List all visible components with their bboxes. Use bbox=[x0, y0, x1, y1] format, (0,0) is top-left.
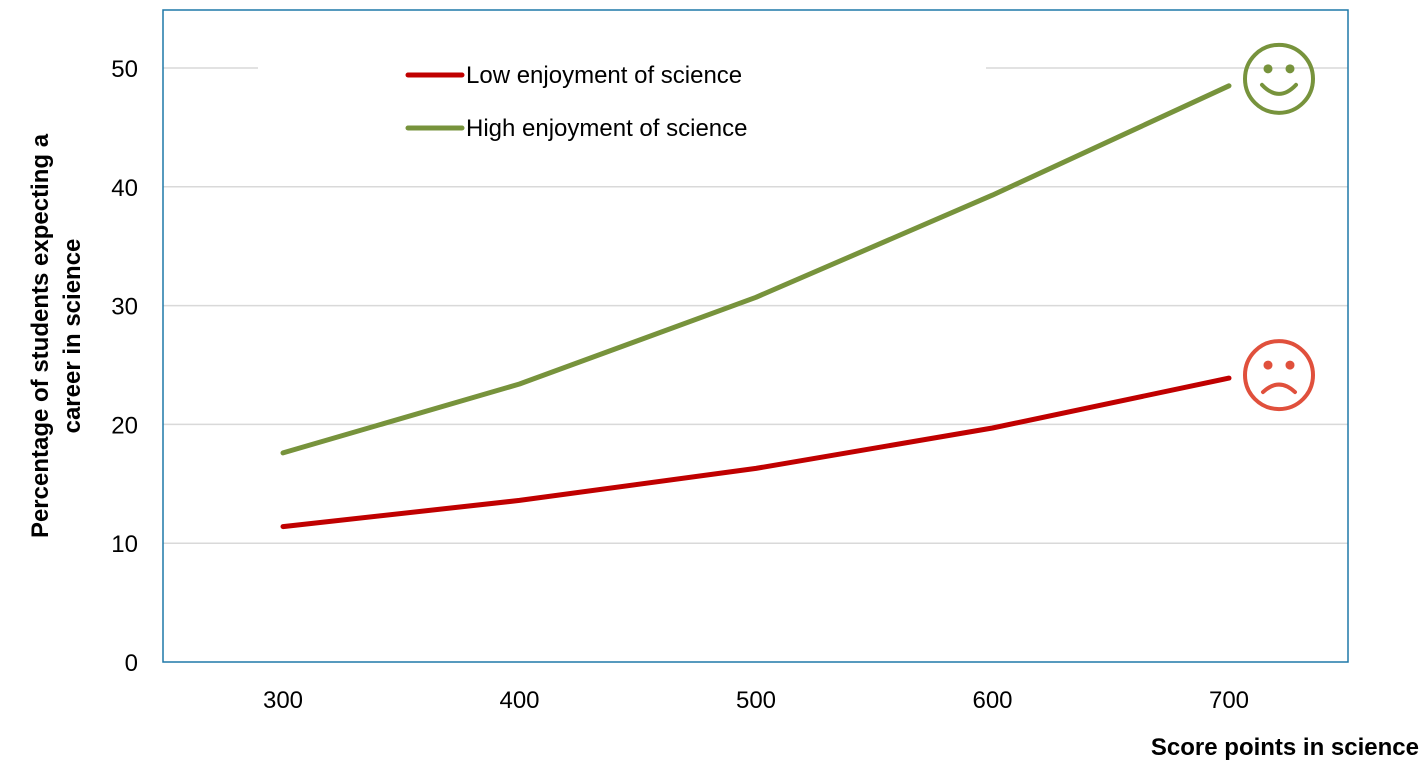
plot-area-frame bbox=[162, 9, 1349, 663]
series-line-high bbox=[280, 83, 1232, 456]
legend: Low enjoyment of science High enjoyment … bbox=[405, 62, 747, 142]
series-lines bbox=[280, 83, 1232, 530]
y-tick-label: 10 bbox=[111, 531, 138, 558]
frown-face-icon bbox=[1243, 339, 1315, 412]
x-axis-title: Score points in science bbox=[1151, 734, 1419, 761]
y-axis-title: Percentage of students expecting a bbox=[27, 133, 54, 538]
x-tick-label: 600 bbox=[972, 687, 1012, 714]
legend-background bbox=[258, 45, 986, 155]
legend-item-low: Low enjoyment of science bbox=[405, 62, 742, 89]
y-tick-label: 0 bbox=[125, 650, 138, 677]
series-line-low bbox=[280, 375, 1232, 530]
y-tick-label: 50 bbox=[111, 56, 138, 83]
x-tick-label: 500 bbox=[736, 687, 776, 714]
y-axis-title-line2: career in science bbox=[59, 239, 86, 434]
legend-label-high: High enjoyment of science bbox=[466, 115, 747, 142]
legend-item-high: High enjoyment of science bbox=[405, 115, 747, 142]
end-icons bbox=[1243, 42, 1315, 412]
y-tick-label: 20 bbox=[111, 412, 138, 439]
x-tick-label: 400 bbox=[499, 687, 539, 714]
y-tick-label: 40 bbox=[111, 175, 138, 202]
legend-label-low: Low enjoyment of science bbox=[466, 62, 742, 89]
y-tick-label: 30 bbox=[111, 294, 138, 321]
x-axis-ticks: 300 400 500 600 700 bbox=[263, 687, 1249, 714]
y-axis-ticks: 0 10 20 30 40 50 bbox=[111, 56, 138, 677]
smile-face-icon bbox=[1243, 42, 1315, 115]
x-tick-label: 700 bbox=[1209, 687, 1249, 714]
x-tick-label: 300 bbox=[263, 687, 303, 714]
